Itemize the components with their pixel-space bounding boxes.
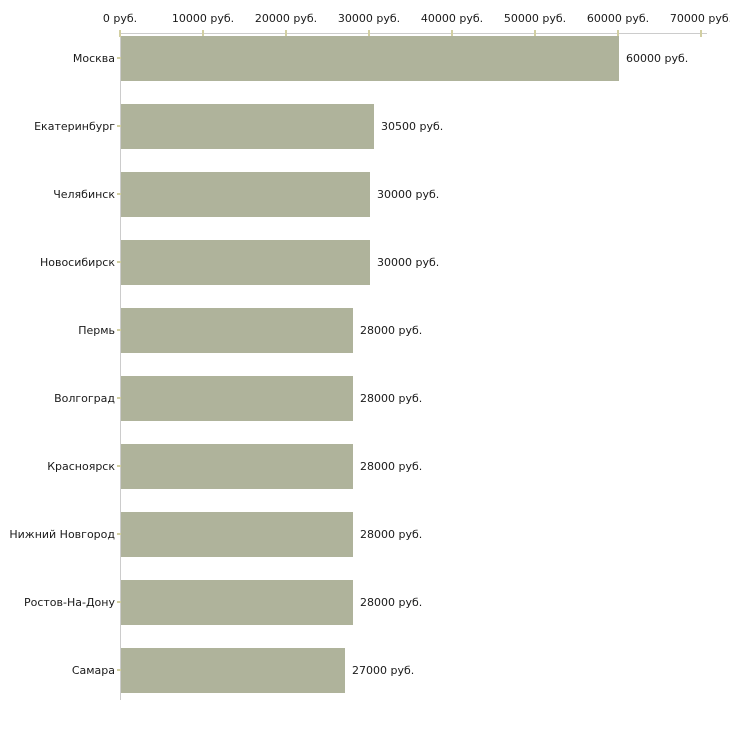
x-axis-tick-label: 40000 руб. xyxy=(420,12,484,25)
value-label: 30000 руб. xyxy=(377,188,440,201)
bar-5 xyxy=(121,376,353,421)
bar-1 xyxy=(121,104,374,149)
x-axis-tick-label: 50000 руб. xyxy=(503,12,567,25)
value-label: 30000 руб. xyxy=(377,256,440,269)
y-axis-tick xyxy=(117,669,124,671)
bar-3 xyxy=(121,240,370,285)
category-label: Нижний Новгород xyxy=(9,528,115,541)
y-axis-tick xyxy=(117,329,124,331)
bar-9 xyxy=(121,648,345,693)
value-label: 60000 руб. xyxy=(626,52,689,65)
value-label: 28000 руб. xyxy=(360,460,423,473)
bar-2 xyxy=(121,172,370,217)
bar-4 xyxy=(121,308,353,353)
x-axis-tick xyxy=(534,30,536,37)
category-label: Пермь xyxy=(78,324,115,337)
value-label: 28000 руб. xyxy=(360,528,423,541)
x-axis-tick xyxy=(700,30,702,37)
category-label: Москва xyxy=(72,52,115,65)
value-label: 28000 руб. xyxy=(360,324,423,337)
value-label: 28000 руб. xyxy=(360,596,423,609)
y-axis-tick xyxy=(117,261,124,263)
y-axis-tick xyxy=(117,193,124,195)
x-axis-tick-label: 20000 руб. xyxy=(254,12,318,25)
y-axis-tick xyxy=(117,397,124,399)
x-axis-tick-label: 70000 руб. xyxy=(669,12,730,25)
y-axis-tick xyxy=(117,533,124,535)
x-axis-tick xyxy=(285,30,287,37)
category-label: Волгоград xyxy=(54,392,115,405)
y-axis-tick xyxy=(117,125,124,127)
category-label: Челябинск xyxy=(53,188,115,201)
x-axis-tick-label: 10000 руб. xyxy=(171,12,235,25)
x-axis-tick xyxy=(202,30,204,37)
y-axis-tick xyxy=(117,465,124,467)
x-axis-tick xyxy=(617,30,619,37)
bar-6 xyxy=(121,444,353,489)
x-axis-tick xyxy=(119,30,121,37)
bar-7 xyxy=(121,512,353,557)
x-axis-tick-label: 30000 руб. xyxy=(337,12,401,25)
x-axis-tick xyxy=(451,30,453,37)
category-label: Новосибирск xyxy=(39,256,115,269)
category-label: Самара xyxy=(71,664,115,677)
category-label: Екатеринбург xyxy=(34,120,115,133)
x-axis-tick xyxy=(368,30,370,37)
bar-8 xyxy=(121,580,353,625)
category-label: Красноярск xyxy=(47,460,115,473)
value-label: 30500 руб. xyxy=(381,120,444,133)
value-label: 27000 руб. xyxy=(352,664,415,677)
category-label: Ростов-На-Дону xyxy=(23,596,115,609)
y-axis-tick xyxy=(117,601,124,603)
bar-0 xyxy=(121,36,619,81)
x-axis-line xyxy=(120,33,707,34)
value-label: 28000 руб. xyxy=(360,392,423,405)
x-axis-tick-label: 0 руб. xyxy=(102,12,138,25)
y-axis-tick xyxy=(117,57,124,59)
y-axis-line xyxy=(120,33,121,700)
x-axis-tick-label: 60000 руб. xyxy=(586,12,650,25)
